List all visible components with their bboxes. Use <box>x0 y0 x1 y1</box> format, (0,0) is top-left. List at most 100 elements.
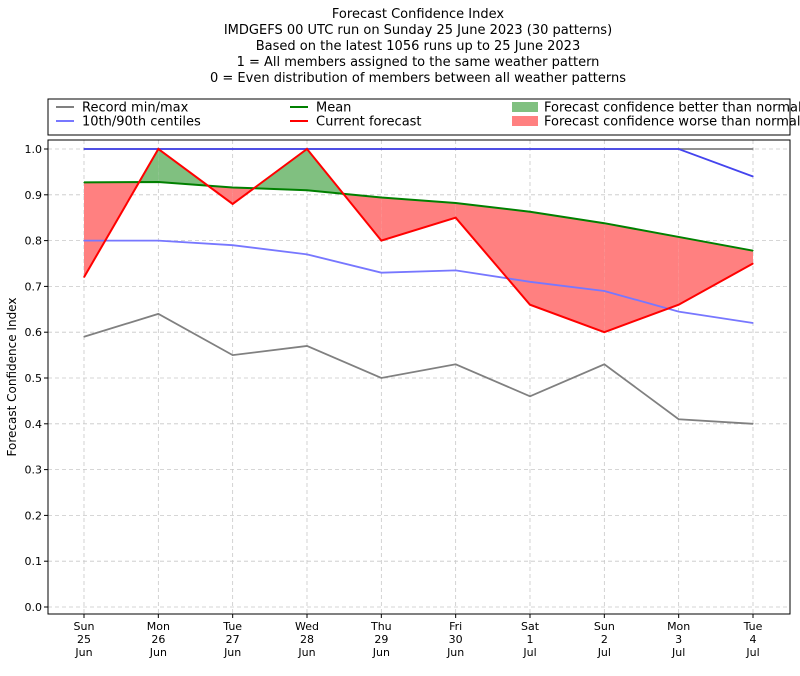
x-tick-label-5-line-2: Jun <box>446 646 464 659</box>
x-tick-label-9-line-0: Tue <box>743 620 763 633</box>
10th-centile-point-3 <box>306 253 308 255</box>
x-tick-label-4-line-2: Jun <box>372 646 390 659</box>
fill-segment-8 <box>678 236 753 305</box>
x-tick-label-2-line-1: 27 <box>226 633 240 646</box>
record-min-line <box>83 312 754 425</box>
legend-label-4: Current forecast <box>316 115 422 130</box>
10th-centile-point-7 <box>603 290 605 292</box>
y-tick-label-0: 0.0 <box>25 601 43 614</box>
legend-patch-2 <box>512 102 538 112</box>
y-axis-label: Forecast Confidence Index <box>5 298 19 457</box>
90th-centile-point-5 <box>455 148 457 150</box>
title-line-1: IMDGEFS 00 UTC run on Sunday 25 June 202… <box>224 23 612 38</box>
10th-centile-line <box>84 239 754 324</box>
y-tick-label-2: 0.2 <box>25 509 43 522</box>
current-forecast-point-6 <box>529 304 531 306</box>
x-tick-label-1-line-0: Mon <box>147 620 170 633</box>
x-tick-label-5: Fri 30 Jun <box>446 620 464 659</box>
x-tick-label-1: Mon 26 Jun <box>147 620 170 659</box>
10th-centile-point-1 <box>157 240 159 242</box>
x-tick-label-3-line-0: Wed <box>295 620 319 633</box>
90th-centile-point-4 <box>380 148 382 150</box>
x-tick-label-8-line-2: Jul <box>671 646 685 659</box>
plot-area <box>48 140 790 614</box>
mean-point-0 <box>83 181 85 184</box>
record-min-point-6 <box>529 395 531 397</box>
chart-legend: Record min/max Mean Forecast confidence be… <box>47 98 800 136</box>
y-tick-label-5: 0.5 <box>25 372 43 385</box>
90th-centile-line <box>84 148 754 178</box>
fill-segment-7 <box>604 223 679 333</box>
x-tick-label-7-line-0: Sun <box>594 620 615 633</box>
y-tick-label-7: 0.7 <box>25 280 43 293</box>
legend-label-1: Mean <box>316 101 351 116</box>
current-forecast-point-7 <box>603 331 605 333</box>
mean-point-5 <box>455 202 457 204</box>
x-tick-label-0-line-2: Jun <box>74 646 92 659</box>
10th-centile-point-2 <box>232 244 234 246</box>
legend-label-5: Forecast confidence worse than normal <box>544 115 800 130</box>
mean-point-8 <box>678 236 680 238</box>
plot-frame <box>47 139 791 615</box>
current-forecast-point-1 <box>157 148 159 150</box>
legend-label-2: Forecast confidence better than normal <box>544 101 800 116</box>
10th-centile-point-5 <box>455 269 457 271</box>
record-min-point-1 <box>157 313 159 315</box>
x-tick-label-7: Sun 2 Jul <box>594 620 615 659</box>
10th-centile-point-9 <box>752 322 754 324</box>
y-tick-label-1: 0.1 <box>25 555 43 568</box>
current-forecast-point-3 <box>306 148 308 150</box>
legend-box <box>47 98 791 136</box>
10th-centile-point-4 <box>380 272 382 274</box>
current-forecast-point-9 <box>752 262 754 265</box>
x-tick-label-9-line-1: 4 <box>750 633 757 646</box>
current-forecast-point-2 <box>232 203 234 205</box>
x-tick-label-7-line-2: Jul <box>597 646 611 659</box>
10th-centile-point-8 <box>678 310 680 313</box>
mean-point-3 <box>306 189 308 191</box>
record-min-point-2 <box>232 354 234 356</box>
y-tick-label-8: 0.8 <box>25 235 43 248</box>
y-tick-label-4: 0.4 <box>25 418 43 431</box>
x-tick-label-2-line-2: Jun <box>223 646 241 659</box>
y-tick-label-3: 0.3 <box>25 464 43 477</box>
legend-patch-5 <box>512 116 538 126</box>
x-tick-label-6-line-0: Sat <box>521 620 540 633</box>
x-tick-label-2-line-0: Tue <box>222 620 242 633</box>
fill-segment-4 <box>381 197 456 241</box>
record-min-point-9 <box>752 423 754 425</box>
record-min-point-0 <box>83 336 85 338</box>
title-line-3: 1 = All members assigned to the same wea… <box>237 55 600 70</box>
x-tick-label-9-line-2: Jul <box>745 646 759 659</box>
current-forecast-point-0 <box>83 276 85 278</box>
mean-point-4 <box>380 196 382 199</box>
record-max-point-9 <box>752 148 754 150</box>
x-tick-label-3-line-2: Jun <box>297 646 315 659</box>
mean-point-7 <box>603 222 605 224</box>
10th-centile-point-6 <box>529 281 531 283</box>
x-tick-label-8-line-0: Mon <box>667 620 690 633</box>
x-tick-label-6-line-1: 1 <box>527 633 534 646</box>
10th-centile-point-0 <box>83 240 85 242</box>
x-tick-label-6-line-2: Jul <box>522 646 536 659</box>
x-tick-label-4: Thu 29 Jun <box>370 620 392 659</box>
title-line-0: Forecast Confidence Index <box>332 7 504 22</box>
x-tick-label-0-line-1: 25 <box>77 633 91 646</box>
90th-centile-point-6 <box>529 148 531 150</box>
90th-centile-point-0 <box>83 148 85 150</box>
x-tick-label-8: Mon 3 Jul <box>667 620 690 659</box>
x-tick-label-7-line-1: 2 <box>601 633 608 646</box>
x-tick-label-4-line-0: Thu <box>370 620 392 633</box>
record-min-point-5 <box>455 363 457 365</box>
title-line-2: Based on the latest 1056 runs up to 25 J… <box>256 39 580 54</box>
x-tick-label-8-line-1: 3 <box>675 633 682 646</box>
x-tick-label-1-line-2: Jun <box>149 646 167 659</box>
record-min-point-3 <box>306 345 308 347</box>
current-forecast-point-4 <box>380 240 382 242</box>
90th-centile-point-2 <box>232 148 234 150</box>
mean-point-6 <box>529 211 531 213</box>
record-min-point-7 <box>603 363 605 365</box>
